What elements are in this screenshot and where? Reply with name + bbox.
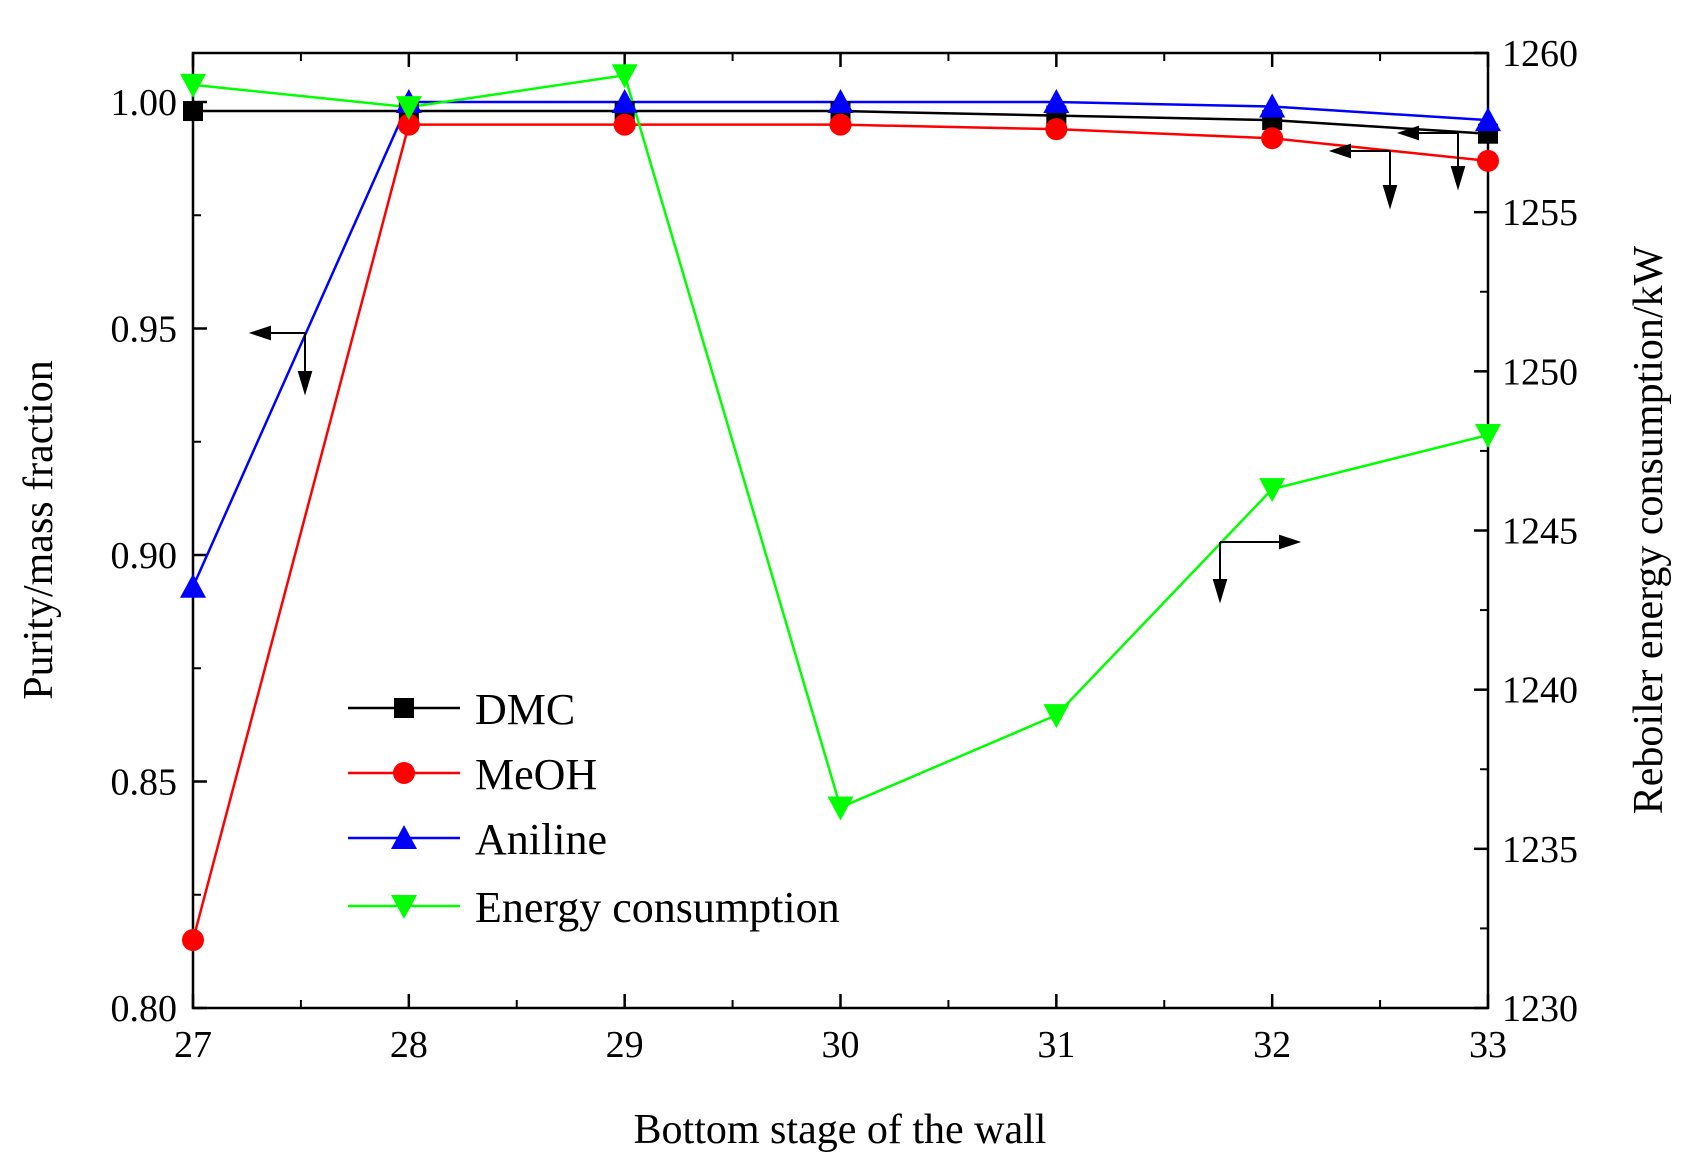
data-point-aniline — [611, 89, 638, 113]
y-tick-label: 1.00 — [111, 82, 178, 124]
x-tick-label: 33 — [1469, 1024, 1507, 1066]
left-axis-arrow-1 — [248, 325, 313, 396]
data-point-energy-consumption — [395, 96, 422, 121]
x-tick-label: 27 — [174, 1024, 212, 1066]
y-tick-label: 0.85 — [111, 762, 178, 804]
y-tick-label: 0.90 — [111, 535, 178, 577]
ticks: 27 28 29 30 31 32 33 0.80 0.85 0.90 0.95 1.00 1230 12… — [111, 33, 1579, 1066]
data-point-meoh — [613, 113, 636, 136]
left-axis-arrow-3 — [1396, 125, 1466, 191]
plot-frame — [191, 51, 1490, 1010]
data-point-meoh — [182, 929, 204, 952]
data-point-meoh — [1045, 118, 1068, 141]
legend-label-energy-consumption: Energy consumption — [475, 883, 840, 932]
data-point-meoh — [829, 113, 852, 136]
x-tick-label: 29 — [606, 1024, 644, 1066]
data-point-meoh — [1477, 149, 1499, 172]
x-tick-label: 31 — [1037, 1024, 1075, 1066]
data-point-aniline — [1043, 89, 1070, 113]
series-line-energy-consumption — [192, 73, 1489, 810]
data-point-dmc — [183, 101, 203, 122]
y-tick-label: 0.80 — [111, 988, 178, 1030]
y2-tick-label: 1250 — [1502, 351, 1578, 393]
data-point-energy-consumption — [611, 64, 638, 89]
data-point-aniline — [827, 89, 854, 113]
data-point-aniline — [1475, 107, 1501, 132]
data-point-energy-consumption — [827, 796, 854, 821]
legend-label-dmc: DMC — [475, 685, 575, 734]
x-tick-label: 30 — [822, 1024, 860, 1066]
data-point-meoh — [1261, 127, 1284, 150]
x-tick-label: 28 — [390, 1024, 428, 1066]
legend-item-dmc: DMC — [348, 685, 575, 734]
legend: DMC MeOH Aniline Energy consumption — [348, 685, 840, 932]
legend-item-meoh: MeOH — [348, 750, 597, 799]
y2-tick-label: 1260 — [1502, 33, 1578, 75]
axis-arrow-annotations — [248, 125, 1466, 604]
right-axis-arrow — [1212, 534, 1302, 604]
series-line-aniline — [191, 100, 1489, 588]
y2-axis-title: Reboiler energy consumption/kW — [1626, 245, 1672, 814]
y2-tick-label: 1235 — [1502, 829, 1578, 871]
left-axis-arrow-2 — [1328, 143, 1398, 210]
data-point-energy-consumption — [1259, 478, 1286, 503]
y-axis-title: Purity/mass fraction — [16, 360, 62, 699]
legend-label-meoh: MeOH — [475, 750, 597, 799]
y-tick-label: 0.95 — [111, 309, 178, 351]
y2-tick-label: 1230 — [1502, 988, 1578, 1030]
y2-tick-label: 1240 — [1502, 670, 1578, 712]
data-point-energy-consumption — [1475, 424, 1501, 448]
x-tick-label: 32 — [1253, 1024, 1291, 1066]
data-point-energy-consumption — [180, 73, 206, 98]
legend-item-energy-consumption: Energy consumption — [348, 883, 840, 932]
y2-tick-label: 1245 — [1502, 511, 1578, 553]
legend-label-aniline: Aniline — [475, 815, 607, 864]
data-point-meoh — [397, 113, 420, 136]
data-point-aniline — [180, 573, 206, 598]
legend-item-aniline: Aniline — [348, 815, 607, 864]
y2-tick-label: 1255 — [1502, 192, 1578, 234]
data-point-aniline — [1259, 93, 1286, 118]
markers — [180, 64, 1501, 952]
data-point-energy-consumption — [1043, 704, 1070, 729]
x-axis-title: Bottom stage of the wall — [634, 1107, 1047, 1153]
